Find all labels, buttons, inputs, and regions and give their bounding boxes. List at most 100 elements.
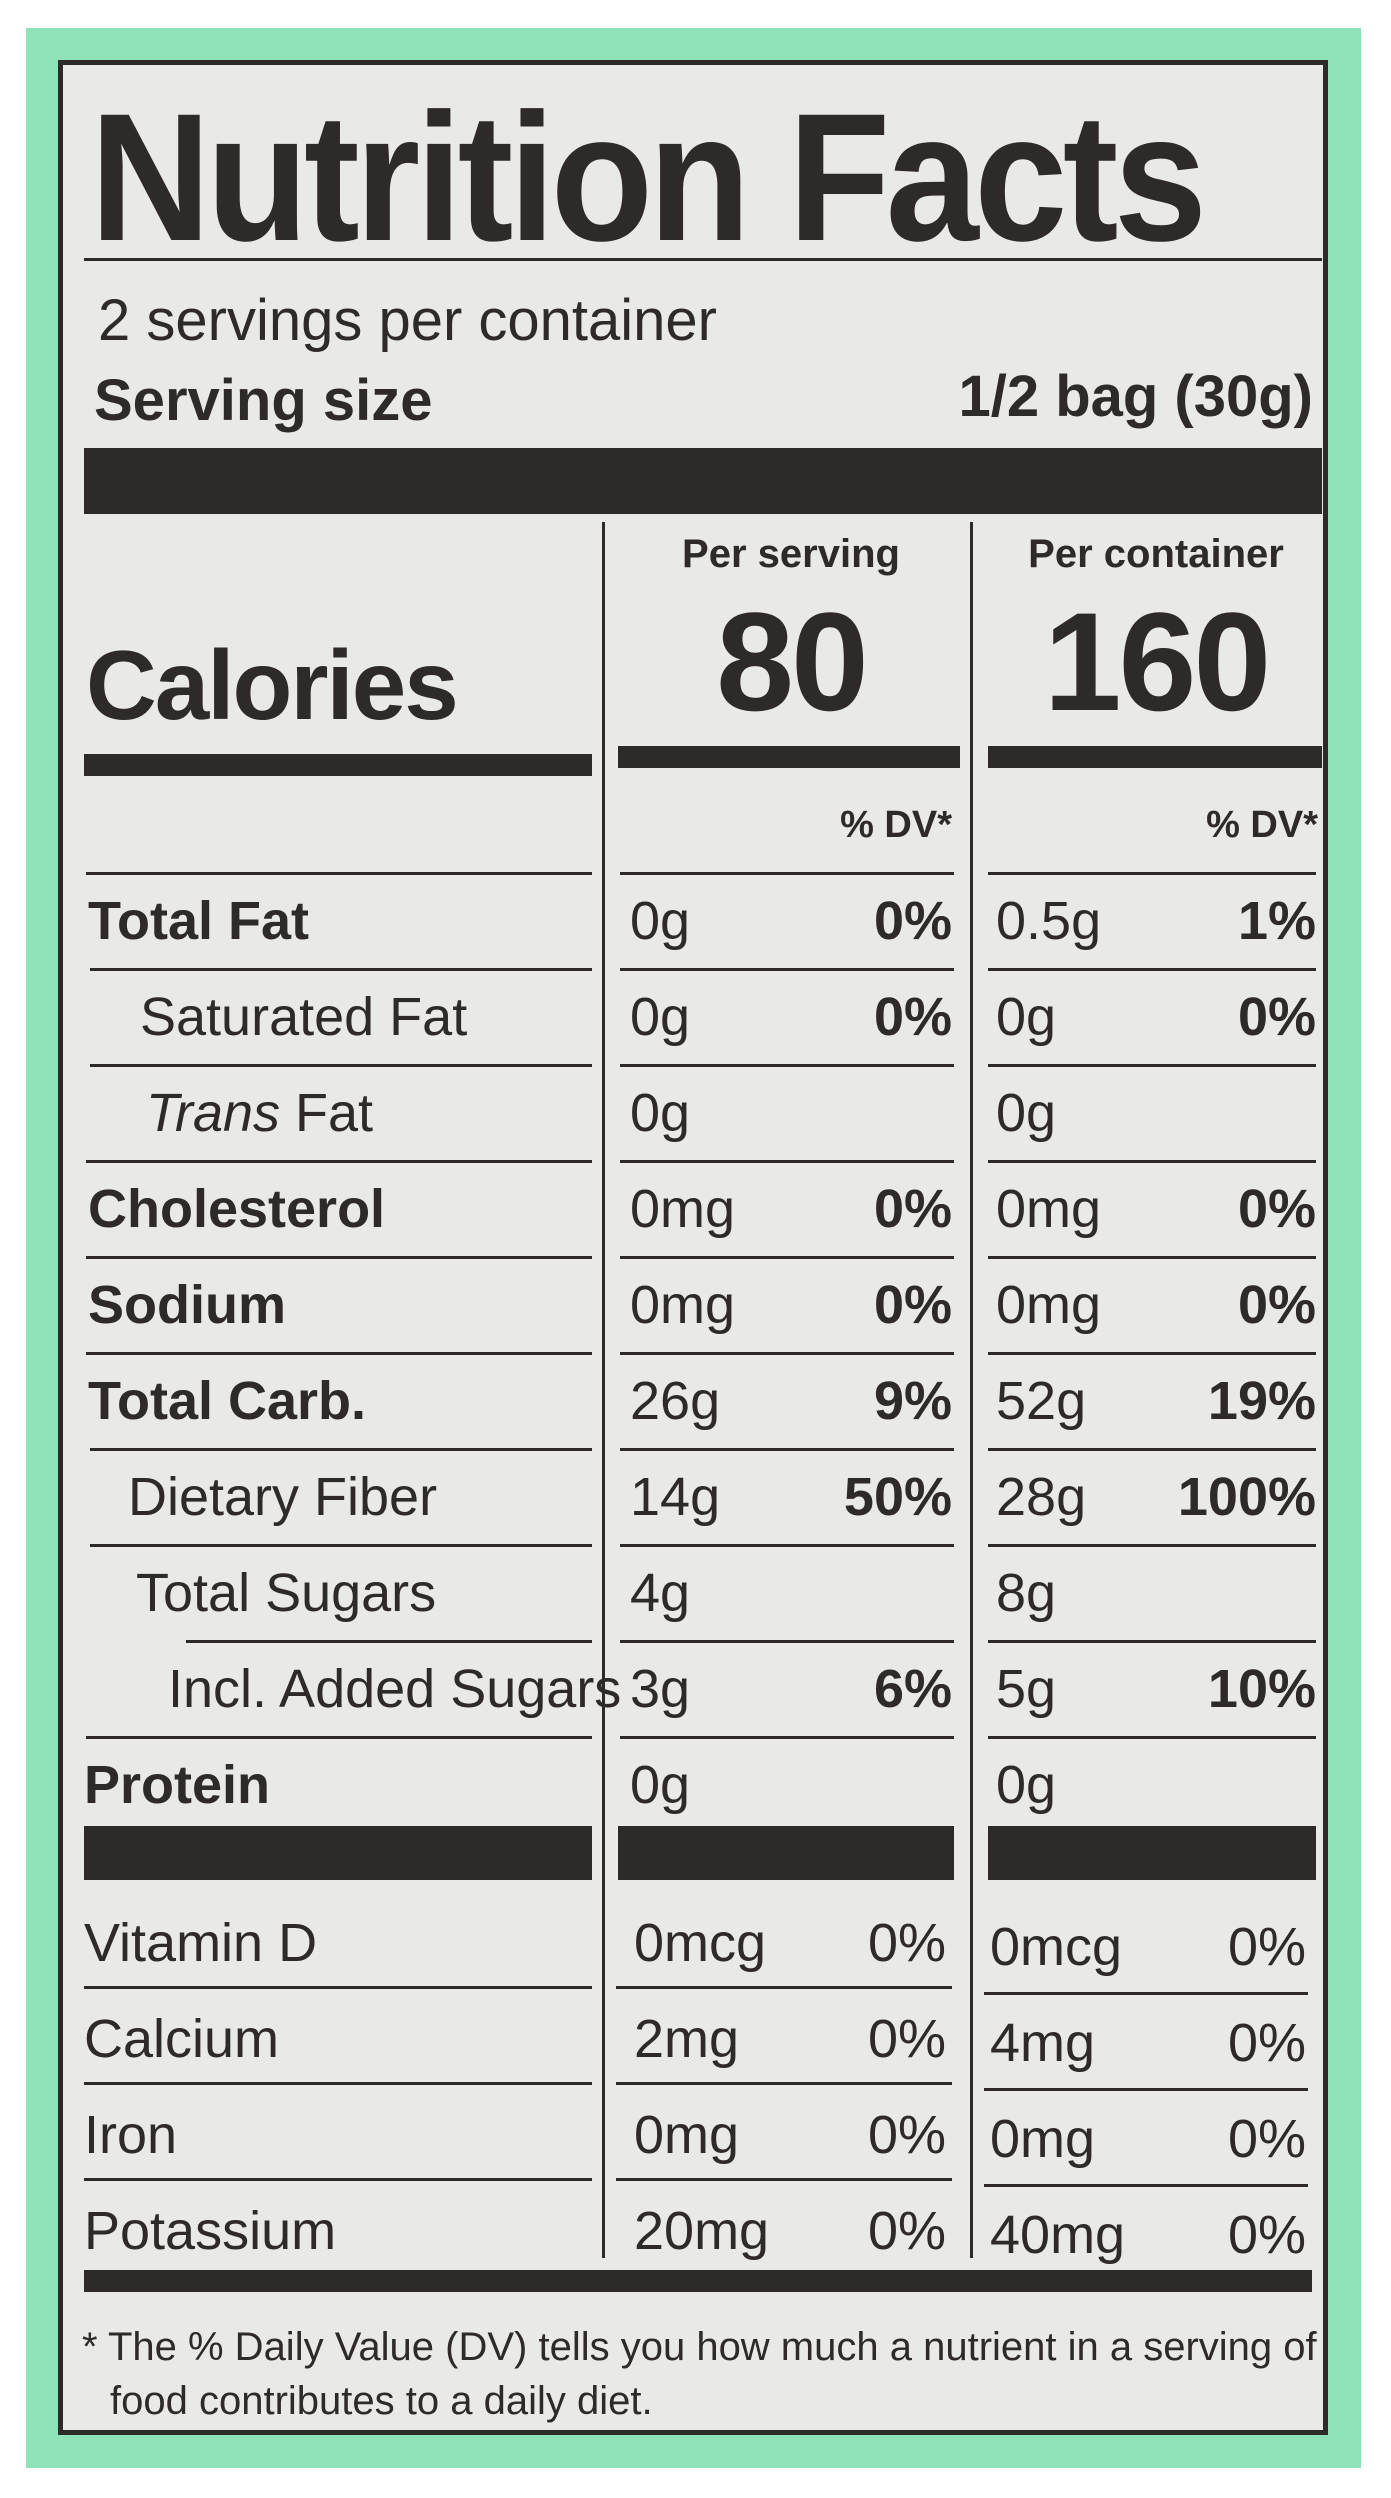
row-divider-col1 [620,1064,954,1067]
per-serving-dv: 0% [873,987,952,1047]
thick-divider-vitamins-label [84,1826,592,1880]
row-divider-col2 [988,1640,1316,1643]
nutrient-label: Total Carb. [88,1371,367,1431]
panel-title: Nutrition Facts [90,75,1207,279]
per-serving-dv: 9% [873,1371,952,1431]
row-divider-col1 [620,1736,954,1739]
row-divider-col1 [620,1544,954,1547]
row-divider-col1 [620,1160,954,1163]
row-divider-col1 [620,1352,954,1355]
vitamin-per-serving-dv: 0% [867,2105,946,2165]
vitamin-divider-col2 [984,2088,1308,2091]
nutrient-label: Incl. Added Sugars [168,1659,622,1719]
per-container-amount: 0.5g [996,891,1102,951]
per-serving-amount: 26g [630,1371,721,1431]
nutrient-label-italic: Trans [146,1083,281,1143]
row-divider-col2 [988,968,1316,971]
row-divider-col2 [988,1736,1316,1739]
vitamin-per-container-dv: 0% [1227,2013,1306,2073]
thick-divider-top [84,448,1322,514]
vitamin-label: Iron [84,2105,178,2165]
per-container-dv: 1% [1237,891,1316,951]
nutrient-label: Protein [84,1755,271,1815]
per-container-dv: 0% [1237,987,1316,1047]
per-container-amount: 0g [996,987,1057,1047]
vitamin-divider-label [84,1986,592,1989]
row-divider-label [90,1448,592,1451]
vitamin-divider-label [84,2178,592,2181]
row-divider-col2 [988,1544,1316,1547]
nutrient-label: Sodium [88,1275,286,1335]
per-serving-amount: 3g [630,1659,691,1719]
per-serving-amount: 0g [630,891,691,951]
vitamin-per-container-amount: 0mg [990,2109,1096,2169]
per-container-dv: 100% [1177,1467,1316,1527]
row-divider-col2 [988,1160,1316,1163]
nutrient-label: Cholesterol [88,1179,386,1239]
per-serving-amount: 4g [630,1563,691,1623]
per-serving-amount: 0g [630,1755,691,1815]
column-divider-2 [970,522,973,2258]
servings-per-container: 2 servings per container [98,288,717,353]
calories-bar-col2 [988,746,1322,768]
vitamin-per-serving-amount: 20mg [634,2201,770,2261]
thick-divider-vitamins-col2 [988,1826,1316,1880]
row-divider-col1 [620,872,954,875]
per-serving-dv: 0% [873,891,952,951]
row-divider-col2 [988,1448,1316,1451]
vitamin-per-serving-amount: 0mcg [634,1913,767,1973]
per-serving-dv: 0% [873,1179,952,1239]
row-divider-label [86,1160,592,1163]
row-divider-label [86,1352,592,1355]
vitamin-per-container-amount: 0mcg [990,1917,1123,1977]
vitamin-per-container-dv: 0% [1227,2205,1306,2265]
row-divider-col2 [988,872,1316,875]
per-container-amount: 0g [996,1083,1057,1143]
vitamin-per-serving-dv: 0% [867,1913,946,1973]
nutrient-label: Total Sugars [136,1563,437,1623]
vitamin-per-container-amount: 4mg [990,2013,1096,2073]
vitamin-divider-col2 [984,1992,1308,1995]
row-divider-col2 [988,1352,1316,1355]
row-divider-col2 [988,1064,1316,1067]
row-divider-label [90,1064,592,1067]
per-container-amount: 0mg [996,1179,1102,1239]
nutrient-label: Dietary Fiber [128,1467,438,1527]
column-divider-1 [602,522,605,2258]
col1-calories: 80 [716,583,869,740]
per-serving-dv: 0% [873,1275,952,1335]
col2-header: Per container [1028,532,1284,576]
per-container-amount: 0g [996,1755,1057,1815]
per-serving-amount: 0mg [630,1179,736,1239]
serving-size-value: 1/2 bag (30g) [958,364,1313,429]
row-divider-label [86,872,592,875]
per-serving-dv: 6% [873,1659,952,1719]
row-divider-label [86,1736,592,1739]
nutrient-label: Trans Fat [146,1086,373,1140]
row-divider-col1 [620,1640,954,1643]
calories-bar-col1 [618,746,960,768]
row-divider-label [90,1544,592,1547]
per-container-dv: 10% [1207,1659,1316,1719]
vitamin-per-serving-dv: 0% [867,2201,946,2261]
vitamin-per-serving-amount: 0mg [634,2105,740,2165]
vitamin-per-container-amount: 40mg [990,2205,1126,2265]
row-divider-col1 [620,968,954,971]
vitamin-label: Vitamin D [84,1913,318,1973]
per-container-amount: 28g [996,1467,1087,1527]
col2-calories: 160 [1043,583,1272,740]
per-container-dv: 0% [1237,1275,1316,1335]
per-container-dv: 19% [1207,1371,1316,1431]
calories-label: Calories [86,630,459,740]
row-divider-label [86,1256,592,1259]
title-divider [84,258,1322,261]
per-container-amount: 52g [996,1371,1087,1431]
per-container-dv: 0% [1237,1179,1316,1239]
vitamin-per-container-dv: 0% [1227,2109,1306,2169]
per-serving-amount: 0g [630,987,691,1047]
serving-size-label: Serving size [94,368,433,433]
per-serving-amount: 14g [630,1467,721,1527]
vitamin-divider-col1 [616,1986,952,1989]
vitamin-label: Calcium [84,2009,280,2069]
row-divider-col1 [620,1256,954,1259]
